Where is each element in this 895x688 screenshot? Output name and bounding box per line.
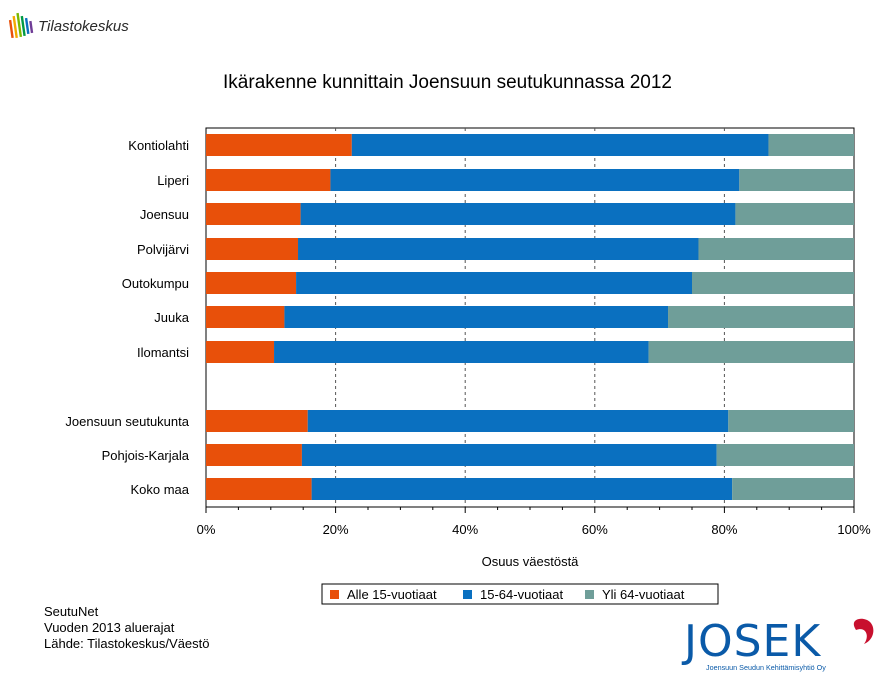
bar-under15 <box>206 134 352 156</box>
bar-over64 <box>716 444 854 466</box>
josek-logo: JOSEK Joensuun Seudun Kehittämisyhtiö Oy <box>681 616 874 672</box>
bar-under15 <box>206 341 275 363</box>
x-tick-label: 100% <box>837 522 871 537</box>
bar-under15 <box>206 169 331 191</box>
category-label: Joensuun seutukunta <box>65 414 189 429</box>
bar-15-64 <box>301 444 717 466</box>
bar-under15 <box>206 203 301 225</box>
x-tick-label: 80% <box>711 522 737 537</box>
legend-swatch <box>463 590 472 599</box>
bar-under15 <box>206 444 302 466</box>
x-tick-label: 0% <box>197 522 216 537</box>
bar-15-64 <box>284 306 669 328</box>
footer-source-name: SeutuNet <box>44 604 99 619</box>
category-label: Koko maa <box>130 482 189 497</box>
category-label: Joensuu <box>140 207 189 222</box>
legend-label: Yli 64-vuotiaat <box>602 587 685 602</box>
bar-15-64 <box>274 341 649 363</box>
josek-logo-text: JOSEK <box>681 616 821 667</box>
bar-15-64 <box>298 238 699 260</box>
category-label: Outokumpu <box>122 276 189 291</box>
bar-over64 <box>648 341 854 363</box>
legend-swatch <box>330 590 339 599</box>
bar-under15 <box>206 410 308 432</box>
x-tick-label: 40% <box>452 522 478 537</box>
x-tick-label: 20% <box>323 522 349 537</box>
footer-source: Lähde: Tilastokeskus/Väestö <box>44 636 210 651</box>
bar-15-64 <box>351 134 769 156</box>
category-label: Kontiolahti <box>128 138 189 153</box>
legend-swatch <box>585 590 594 599</box>
josek-swoosh-icon <box>853 618 874 644</box>
bar-over64 <box>692 272 854 294</box>
category-label: Liperi <box>157 173 189 188</box>
legend-label: 15-64-vuotiaat <box>480 587 563 602</box>
bar-over64 <box>668 306 854 328</box>
category-label: Pohjois-Karjala <box>102 448 190 463</box>
bar-under15 <box>206 272 297 294</box>
bar-under15 <box>206 238 299 260</box>
bar-15-64 <box>300 203 736 225</box>
bar-over64 <box>739 169 854 191</box>
bar-over64 <box>728 410 854 432</box>
footer-boundaries: Vuoden 2013 aluerajat <box>44 620 175 635</box>
josek-tagline: Joensuun Seudun Kehittämisyhtiö Oy <box>706 663 826 672</box>
legend-label: Alle 15-vuotiaat <box>347 587 437 602</box>
bar-under15 <box>206 306 285 328</box>
bar-15-64 <box>296 272 692 294</box>
category-label: Juuka <box>154 310 189 325</box>
x-axis-label: Osuus väestöstä <box>482 554 580 569</box>
bar-15-64 <box>307 410 729 432</box>
bar-15-64 <box>330 169 740 191</box>
bar-over64 <box>768 134 854 156</box>
tilastokeskus-logo: Tilastokeskus <box>8 12 129 39</box>
category-label: Ilomantsi <box>137 345 189 360</box>
legend <box>321 583 719 605</box>
x-tick-label: 60% <box>582 522 608 537</box>
bar-over64 <box>698 238 854 260</box>
bar-over64 <box>735 203 854 225</box>
tilastokeskus-logo-mark <box>8 12 34 39</box>
tilastokeskus-logo-text: Tilastokeskus <box>38 18 129 35</box>
category-label: Polvijärvi <box>137 242 189 257</box>
chart-title: Ikärakenne kunnittain Joensuun seutukunn… <box>223 72 672 93</box>
bar-under15 <box>206 478 312 500</box>
bar-15-64 <box>311 478 733 500</box>
bar-over64 <box>732 478 854 500</box>
